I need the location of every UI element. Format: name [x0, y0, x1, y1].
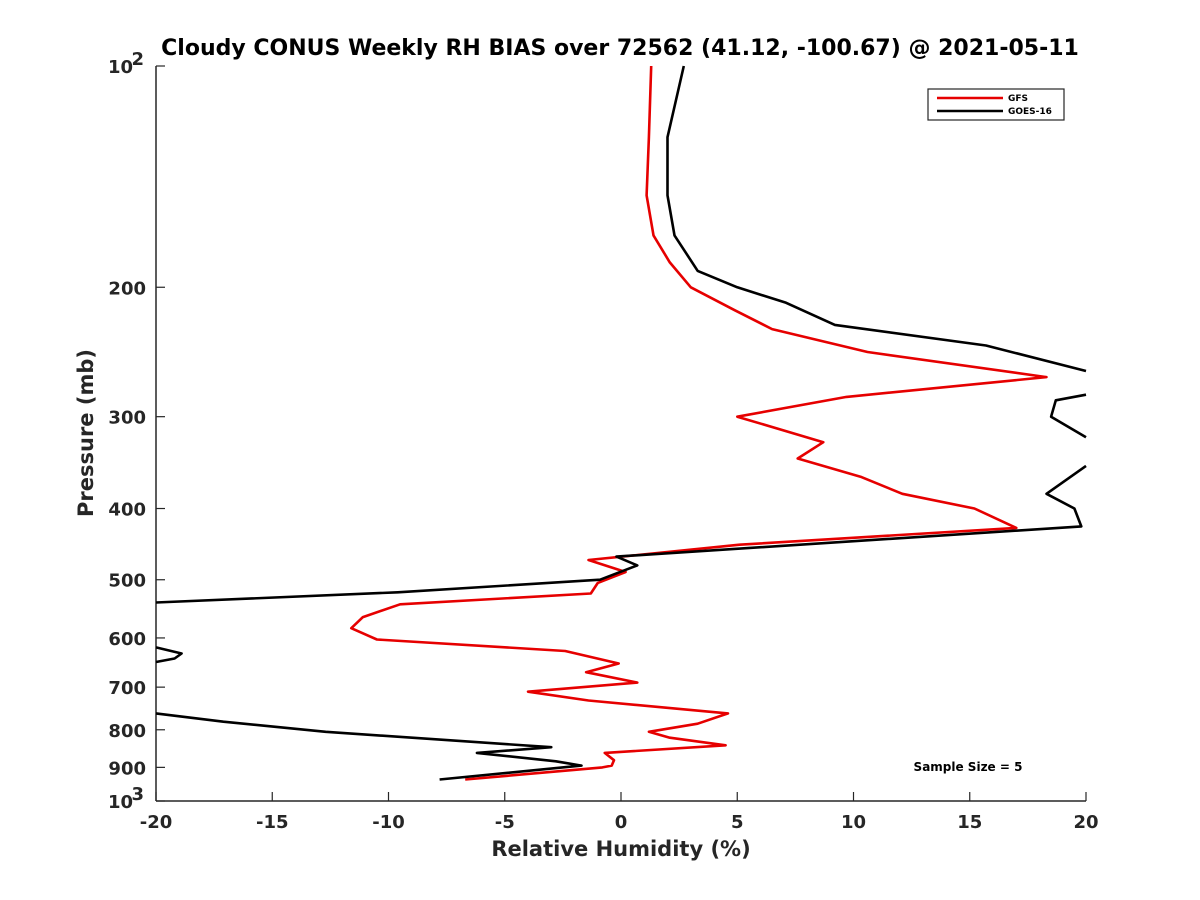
- series-line-goes-16: [155, 712, 583, 781]
- x-tick-label: 5: [731, 812, 744, 833]
- x-tick-label: 20: [1073, 812, 1098, 833]
- y-tick-label-exponent: 3: [131, 784, 144, 805]
- y-tick-label: 400: [108, 500, 146, 521]
- x-tick-label: 0: [615, 812, 628, 833]
- series-line-goes-16: [666, 65, 1087, 373]
- y-tick-label: 300: [108, 408, 146, 429]
- legend-box: [927, 88, 1065, 121]
- x-tick-label: -15: [256, 812, 289, 833]
- chart-title: Cloudy CONUS Weekly RH BIAS over 72562 (…: [161, 36, 1079, 61]
- sample-size-annotation: Sample Size = 5: [914, 760, 1023, 774]
- y-tick-label: 700: [108, 678, 146, 699]
- x-tick-label: 10: [841, 812, 866, 833]
- series-line-goes-16: [155, 646, 183, 664]
- plot-area: [155, 66, 1086, 802]
- y-tick-label: 600: [108, 629, 146, 650]
- series-line-goes-16: [1049, 393, 1087, 439]
- y-tick-label-exponent: 2: [131, 49, 144, 70]
- x-axis-label: Relative Humidity (%): [491, 837, 750, 861]
- y-tick-label: 200: [108, 278, 146, 299]
- x-tick-label: 15: [957, 812, 982, 833]
- x-tick-label: -5: [495, 812, 515, 833]
- x-tick-label: -10: [372, 812, 405, 833]
- y-tick-label: 800: [108, 721, 146, 742]
- legend-label: GFS: [1008, 94, 1028, 104]
- y-tick-label-base: 10: [108, 792, 133, 813]
- x-axis-ticks: -20 -15 -10 -5 0 5 10 15 20: [140, 792, 1099, 833]
- legend-label: GOES-16: [1008, 107, 1052, 117]
- x-tick-label: -20: [140, 812, 173, 833]
- y-tick-label-base: 10: [108, 57, 133, 78]
- series-lines: [155, 65, 1087, 781]
- y-tick-label: 900: [108, 758, 146, 779]
- series-line-goes-16: [155, 464, 1087, 604]
- series-line-gfs: [349, 65, 1048, 781]
- y-axis-label: Pressure (mb): [74, 349, 98, 517]
- legend: GFS GOES-16: [927, 88, 1065, 121]
- y-tick-label: 500: [108, 571, 146, 592]
